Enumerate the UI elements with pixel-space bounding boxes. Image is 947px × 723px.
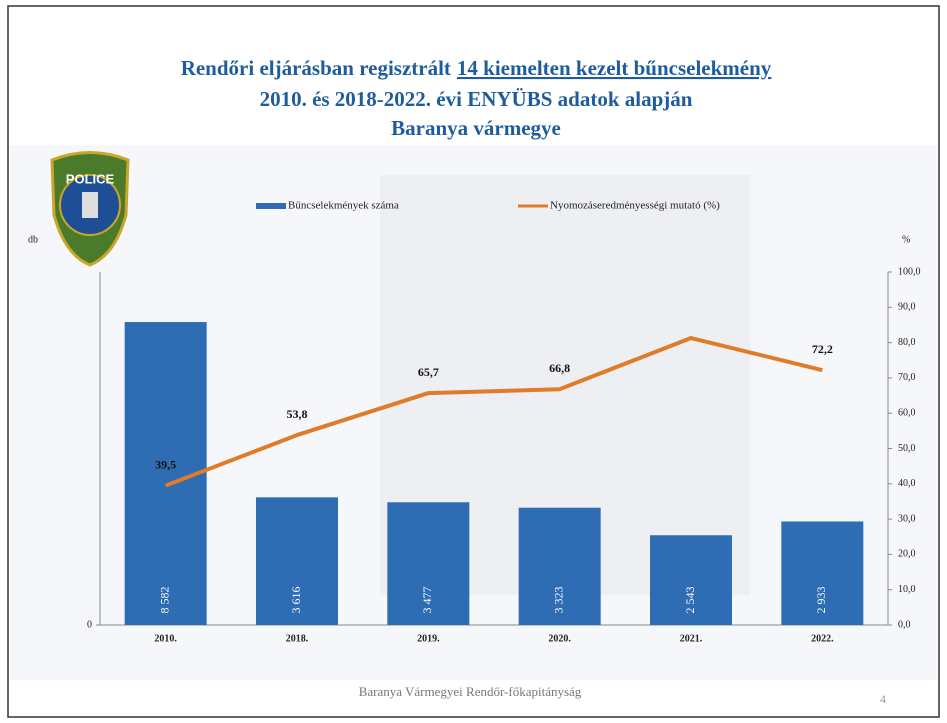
x-tick-label: 2018. <box>286 633 309 644</box>
line-value-label: 39,5 <box>155 457 176 471</box>
y2-tick-label: 10,0 <box>898 584 916 595</box>
bar-value-label: 8 582 <box>157 587 171 614</box>
y-axis-label: db <box>28 234 38 245</box>
x-tick-label: 2020. <box>548 633 571 644</box>
x-tick-label: 2010. <box>154 633 177 644</box>
y2-tick-label: 50,0 <box>898 443 916 454</box>
line-value-label: 53,8 <box>287 407 308 421</box>
slide: Rendőri eljárásban regisztrált14 kiemelt… <box>0 0 947 723</box>
bar-value-label: 3 477 <box>420 587 434 614</box>
bar-value-label: 2 543 <box>683 587 697 614</box>
footer: Baranya Vármegyei Rendőr-főkapitányság <box>359 684 582 699</box>
line-value-label: 65,7 <box>418 365 439 379</box>
line-value-label: 72,2 <box>812 342 833 356</box>
bar-value-label: 3 323 <box>551 587 565 614</box>
title-line: 2010. és 2018-2022. évi ENYÜBS adatok al… <box>260 87 693 111</box>
y2-tick-label: 70,0 <box>898 372 916 383</box>
legend-label: Bűncselekmények száma <box>288 200 399 212</box>
legend-swatch-bar <box>256 203 286 209</box>
line-value-label: 66,8 <box>549 361 570 375</box>
x-tick-label: 2022. <box>811 633 834 644</box>
y2-tick-label: 40,0 <box>898 478 916 489</box>
badge-tower <box>82 192 98 218</box>
logo-text: POLICE <box>66 171 115 186</box>
page-number: 4 <box>880 692 886 706</box>
x-tick-label: 2019. <box>417 633 440 644</box>
title-line: Baranya vármegye <box>391 116 561 140</box>
y2-tick-label: 90,0 <box>898 302 916 313</box>
x-tick-label: 2021. <box>680 633 703 644</box>
bar-value-label: 3 616 <box>289 587 303 614</box>
title-part: Rendőri eljárásban regisztrált <box>181 56 451 80</box>
y2-tick-label: 0,0 <box>898 619 911 630</box>
y2-tick-label: 100,0 <box>898 266 921 277</box>
y2-tick-label: 60,0 <box>898 407 916 418</box>
y2-tick-label: 30,0 <box>898 513 916 524</box>
bar-value-label: 2 933 <box>814 587 828 614</box>
y-tick-label: 0 <box>87 619 92 630</box>
y2-tick-label: 20,0 <box>898 549 916 560</box>
y2-axis-label: % <box>902 234 910 245</box>
title-part-underlined: 14 kiemelten kezelt bűncselekmény <box>457 56 772 80</box>
y2-tick-label: 80,0 <box>898 337 916 348</box>
legend-label: Nyomozáseredményességi mutató (%) <box>550 200 720 212</box>
